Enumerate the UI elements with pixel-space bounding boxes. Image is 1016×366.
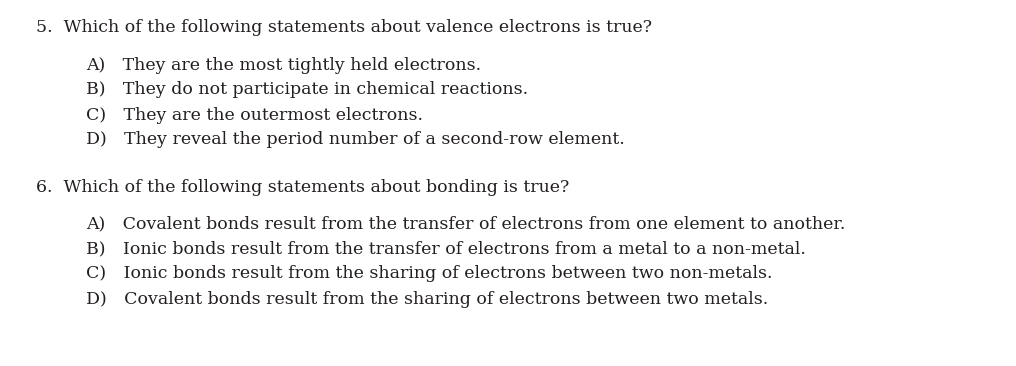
Text: D) Covalent bonds result from the sharing of electrons between two metals.: D) Covalent bonds result from the sharin…: [86, 291, 769, 307]
Text: 5.  Which of the following statements about valence electrons is true?: 5. Which of the following statements abo…: [36, 19, 651, 37]
Text: B) Ionic bonds result from the transfer of electrons from a metal to a non-metal: B) Ionic bonds result from the transfer …: [86, 240, 807, 258]
Text: A) Covalent bonds result from the transfer of electrons from one element to anot: A) Covalent bonds result from the transf…: [86, 216, 845, 232]
Text: C) They are the outermost electrons.: C) They are the outermost electrons.: [86, 107, 424, 123]
Text: B) They do not participate in chemical reactions.: B) They do not participate in chemical r…: [86, 82, 528, 98]
Text: D) They reveal the period number of a second-row element.: D) They reveal the period number of a se…: [86, 131, 625, 149]
Text: 6.  Which of the following statements about bonding is true?: 6. Which of the following statements abo…: [36, 179, 569, 197]
Text: C) Ionic bonds result from the sharing of electrons between two non-metals.: C) Ionic bonds result from the sharing o…: [86, 265, 773, 283]
Text: A) They are the most tightly held electrons.: A) They are the most tightly held electr…: [86, 56, 482, 74]
